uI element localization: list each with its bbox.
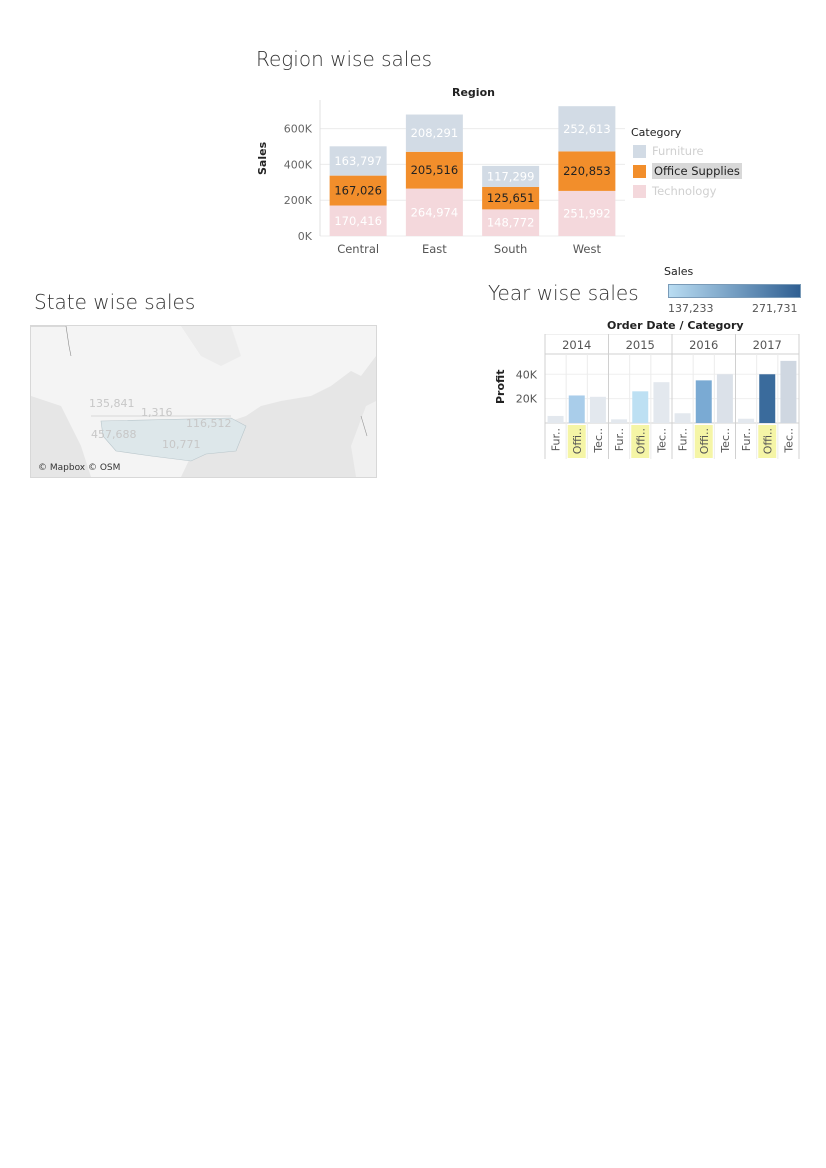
bar-segment	[329, 205, 387, 236]
region-y-axis-label: Sales	[256, 141, 269, 175]
y-tick-label: 0K	[298, 230, 313, 243]
bar-segment	[482, 209, 540, 236]
bar-segment	[558, 106, 616, 152]
data-label: 264,974	[411, 205, 459, 219]
bar-segment	[405, 151, 463, 189]
category-legend-title: Category	[631, 126, 682, 139]
year-chart-title: Year wise sales	[488, 281, 639, 305]
map-credit: © Mapbox © OSM	[38, 463, 121, 473]
category-highlight	[694, 425, 713, 458]
data-label: 167,026	[334, 184, 382, 198]
y-tick-label: 40K	[516, 368, 538, 381]
bar-segment	[482, 165, 540, 187]
color-legend-max: 271,731	[752, 302, 798, 315]
data-label: 148,772	[487, 216, 535, 230]
legend-item-office-supplies[interactable]: Office Supplies	[633, 163, 742, 179]
category-highlight	[758, 425, 777, 458]
x-tick-label: Fur..	[613, 428, 626, 451]
bar	[759, 374, 776, 423]
bar-segment	[329, 146, 387, 176]
x-tick-label: Fur..	[740, 428, 753, 451]
legend-item-technology[interactable]: Technology	[633, 183, 716, 199]
bar	[611, 419, 628, 423]
color-legend-min: 137,233	[668, 302, 714, 315]
us-sales-map[interactable]: 135,841 1,316 116,512 457,688 10,771 © M…	[30, 325, 377, 478]
bar-segment	[329, 175, 387, 206]
map-label: 10,771	[162, 438, 201, 451]
data-label: 208,291	[411, 126, 459, 140]
map-label: 135,841	[89, 397, 135, 410]
bar	[632, 391, 649, 423]
x-tick-label: Offi..	[634, 428, 647, 454]
bar-segment	[405, 114, 463, 152]
legend-item-furniture[interactable]: Furniture	[633, 143, 704, 159]
legend-swatch	[633, 164, 646, 178]
year-header: 2017	[753, 338, 782, 352]
bar	[716, 374, 733, 423]
year-header: 2016	[689, 338, 718, 352]
x-tick-label: Offi..	[698, 428, 711, 454]
data-label: 125,651	[487, 191, 535, 205]
bar-segment	[558, 151, 616, 191]
map-label: 457,688	[91, 428, 137, 441]
bar	[674, 413, 691, 423]
year-bar-chart[interactable]: 20K 40K 2014 Fur.. Offi.. Tec.. 2015 Fur.. Offi.…	[505, 334, 805, 464]
x-tick-label: West	[573, 242, 602, 256]
bar	[695, 380, 712, 423]
year-chart-header: Order Date / Category	[607, 319, 744, 332]
region-column-header: Region	[452, 86, 495, 99]
legend-swatch	[633, 144, 646, 158]
map-label: 116,512	[186, 417, 232, 430]
region-chart-title: Region wise sales	[256, 47, 433, 71]
bar	[589, 396, 606, 423]
legend-label: Technology	[652, 184, 717, 198]
bar-segment	[482, 186, 540, 210]
x-tick-label: East	[422, 242, 447, 256]
category-highlight	[631, 425, 650, 458]
bar	[547, 415, 564, 423]
sales-color-legend	[668, 284, 801, 298]
x-tick-label: South	[494, 242, 527, 256]
x-tick-label: Tec..	[782, 428, 795, 454]
map-label: 1,316	[141, 406, 173, 419]
bar	[738, 418, 755, 423]
y-tick-label: 200K	[284, 194, 313, 207]
data-label: 170,416	[334, 214, 382, 228]
year-header: 2014	[562, 338, 591, 352]
x-tick-label: Tec..	[592, 428, 605, 454]
bar	[780, 360, 797, 423]
data-label: 117,299	[487, 169, 535, 183]
x-tick-label: Offi..	[761, 428, 774, 454]
map-chart-title: State wise sales	[34, 290, 196, 314]
y-tick-label: 400K	[284, 158, 313, 171]
legend-swatch	[633, 184, 646, 198]
legend-label: Office Supplies	[652, 163, 742, 179]
category-highlight	[567, 425, 586, 458]
x-tick-label: Offi..	[571, 428, 584, 454]
bar	[653, 382, 670, 423]
x-tick-label: Tec..	[719, 428, 732, 454]
bar	[568, 395, 585, 423]
bar-segment	[405, 188, 463, 236]
bar-segment	[558, 190, 616, 236]
x-tick-label: Fur..	[550, 428, 563, 451]
color-legend-title: Sales	[664, 265, 694, 278]
data-label: 163,797	[334, 154, 382, 168]
year-header: 2015	[626, 338, 655, 352]
y-tick-label: 600K	[284, 123, 313, 136]
x-tick-label: Fur..	[677, 428, 690, 451]
data-label: 251,992	[563, 206, 611, 220]
legend-label: Furniture	[652, 144, 704, 158]
data-label: 252,613	[563, 122, 611, 136]
y-tick-label: 20K	[516, 393, 538, 406]
x-tick-label: Central	[337, 242, 379, 256]
x-tick-label: Tec..	[655, 428, 668, 454]
map-background	[31, 326, 376, 477]
data-label: 220,853	[563, 164, 611, 178]
region-bar-chart[interactable]: 0K 200K 400K 600K 170,416 167,026 163,797 Centr…	[270, 95, 630, 265]
data-label: 205,516	[411, 163, 459, 177]
